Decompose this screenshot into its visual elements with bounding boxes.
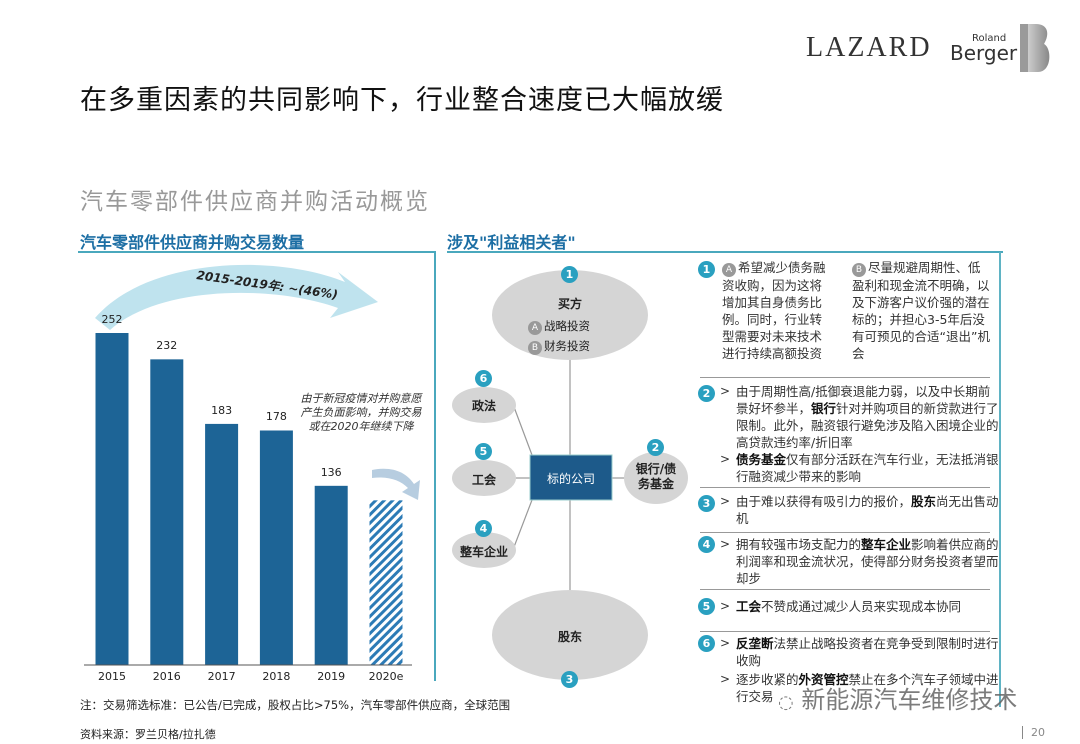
x-tick-label: 2016 [152,670,181,683]
stakeholder-diagram [452,270,688,680]
number-3-icon: 3 [698,495,715,512]
bar-2018 [259,430,293,665]
node-bank-debt-fund: 银行/债务基金 [635,462,677,491]
data-label: 178 [265,410,287,424]
bar-2016 [150,359,184,665]
target-company-box: 标的公司 [546,472,595,486]
stakeholder-number-4: 4 [475,520,492,537]
data-label: 232 [156,339,178,353]
berger-logo-text: Berger [950,41,1018,65]
strategic-investment-label: 战略投资 [544,319,590,333]
bar-2019 [314,485,348,665]
text: 拥有较强市场支配力的 [736,537,862,552]
left-section-heading: 汽车零部件供应商并购交易数量 [80,233,305,252]
node-union: 工会 [471,473,496,487]
detail-item-4: 4 > 拥有较强市场支配力的整车企业影响着供应商的利润率和现金流状况，使得部分财… [698,532,999,592]
data-label: 252 [101,313,123,326]
number-2-icon: 2 [698,385,715,402]
stakeholder-number-3: 3 [561,671,578,688]
forecast-arrow [372,468,420,500]
bold-text: 工会 [736,599,762,614]
bullet-icon: > [720,384,731,398]
stakeholder-number-6: 6 [475,370,492,387]
text: 由于难以获得有吸引力的报价， [736,494,912,509]
data-label: 136 [320,465,342,479]
footnote: 注：交易筛选标准：已公告/已完成，股权占比>75%，汽车零部件供应商，全球范围 [80,698,511,712]
page-title: 在多重因素的共同影响下，行业整合速度已大幅放缓 [80,85,724,116]
text: 不赞成通过减少人员来实现成本协同 [761,599,962,614]
text: 针对并购项目的新贷款进行了限制。此外，融资银行避免涉及陷入困境企业的高贷款违约率… [736,401,999,450]
page-number: 20 [1022,726,1045,739]
buyer-a-text: 希望减少债务融资收购，因为这将增加其自身债务比例。同时，行业转型需要对未来技术进… [722,260,826,361]
number-4-icon: 4 [698,536,715,553]
bar-2017 [205,423,239,665]
left-divider [78,251,436,253]
bar-2020e [369,500,403,665]
wechat-icon: ◌ [778,692,794,713]
bold-text: 整车企业 [861,537,912,552]
bold-text: 反垄断 [736,636,774,651]
node-politics-law: 政法 [471,399,496,413]
stakeholder-details-panel: 1 A 希望减少债务融资收购，因为这将增加其自身债务比例。同时，行业转型需要对未来… [690,252,1001,707]
trend-arrow [95,264,378,330]
source-note: 资料来源：罗兰贝格/拉扎德 [80,728,216,741]
bullet-icon: > [720,494,731,508]
b-icon: B [852,263,866,277]
data-label: 183 [211,403,233,417]
bullet-icon: > [720,599,731,613]
bold-text: 债务基金 [736,452,787,467]
roland-berger-b-logo-icon [1020,24,1050,72]
detail-item-6: 6 > 反垄断法禁止战略投资者在竞争受到限制时进行收购 > 逐步收紧的外资管控禁… [698,631,999,704]
financial-investment-label: 财务投资 [544,339,590,353]
stakeholder-number-5: 5 [475,443,492,460]
text: 逐步收紧的 [736,672,799,687]
x-tick-label: 2017 [207,670,236,683]
x-tick-label: 2015 [98,670,126,683]
bullet-icon: > [720,672,731,686]
text: 由于周期性高/抵御衰退能力弱，以及中长期前景好坏参半， [736,384,991,416]
buyer-label: 买方 [557,297,582,311]
node-shareholders: 股东 [557,630,582,644]
b-icon: B [528,341,542,355]
bar-chart [84,264,420,666]
watermark-text: 新能源汽车维修技术 [801,686,1018,714]
bold-text: 外资管控 [798,672,849,687]
right-section-heading: 涉及"利益相关者" [447,233,576,252]
bold-text: 银行 [811,401,837,416]
node-oem: 整车企业 [459,545,508,559]
buyer-b-text: 尽量规避周期性、低盈利和现金流不明确，以及下游客户议价强的潜在标的；并担心3-5… [852,260,990,361]
right-divider [447,251,1003,253]
number-5-icon: 5 [698,598,715,615]
text: 仅有部分活跃在汽车行业，无法抵消银行融资减少带来的影响 [736,452,999,484]
text: 法禁止战略投资者在竞争受到限制时进行收购 [736,636,999,668]
a-icon: A [528,321,542,335]
x-tick-label: 2020e [368,670,404,683]
bullet-icon: > [720,537,731,551]
number-1-icon: 1 [698,261,715,278]
roland-logo-text: Roland [972,33,1007,44]
a-icon: A [722,263,736,277]
text: 尚无出售动机 [736,494,999,526]
detail-item-2: 2 > 由于周期性高/抵御衰退能力弱，以及中长期前景好坏参半，银行针对并购项目的… [698,377,999,487]
detail-item-5: 5 > 工会不赞成通过减少人员来实现成本协同 [698,589,990,631]
bullet-icon: > [720,636,731,650]
number-6-icon: 6 [698,635,715,652]
bold-text: 股东 [911,494,937,509]
bullet-icon: > [720,452,731,466]
detail-item-3: 3 > 由于难以获得有吸引力的报价，股东尚无出售动机 [698,487,999,532]
x-tick-label: 2019 [317,670,346,683]
x-tick-label: 2018 [262,670,291,683]
text: 影响着供应商的利润率和现金流状况，使得部分财务投资者望而却步 [736,537,999,586]
stakeholder-number-1: 1 [561,266,578,283]
lazard-logo: LAZARD [806,32,932,63]
text: 禁止在多个汽车子领域中进行交易 [736,672,999,704]
bar-2015 [95,333,129,665]
watermark: ◌ 新能源汽车维修技术 [778,680,1017,715]
section-subtitle: 汽车零部件供应商并购活动概览 [80,189,430,215]
stakeholder-number-2: 2 [647,439,664,456]
left-vertical-divider [434,251,436,681]
covid-annotation: 由于新冠疫情对并购意愿产生负面影响，并购交易或在2020年继续下降 [300,392,422,433]
detail-item-1: 1 A 希望减少债务融资收购，因为这将增加其自身债务比例。同时，行业转型需要对未来… [690,259,990,377]
